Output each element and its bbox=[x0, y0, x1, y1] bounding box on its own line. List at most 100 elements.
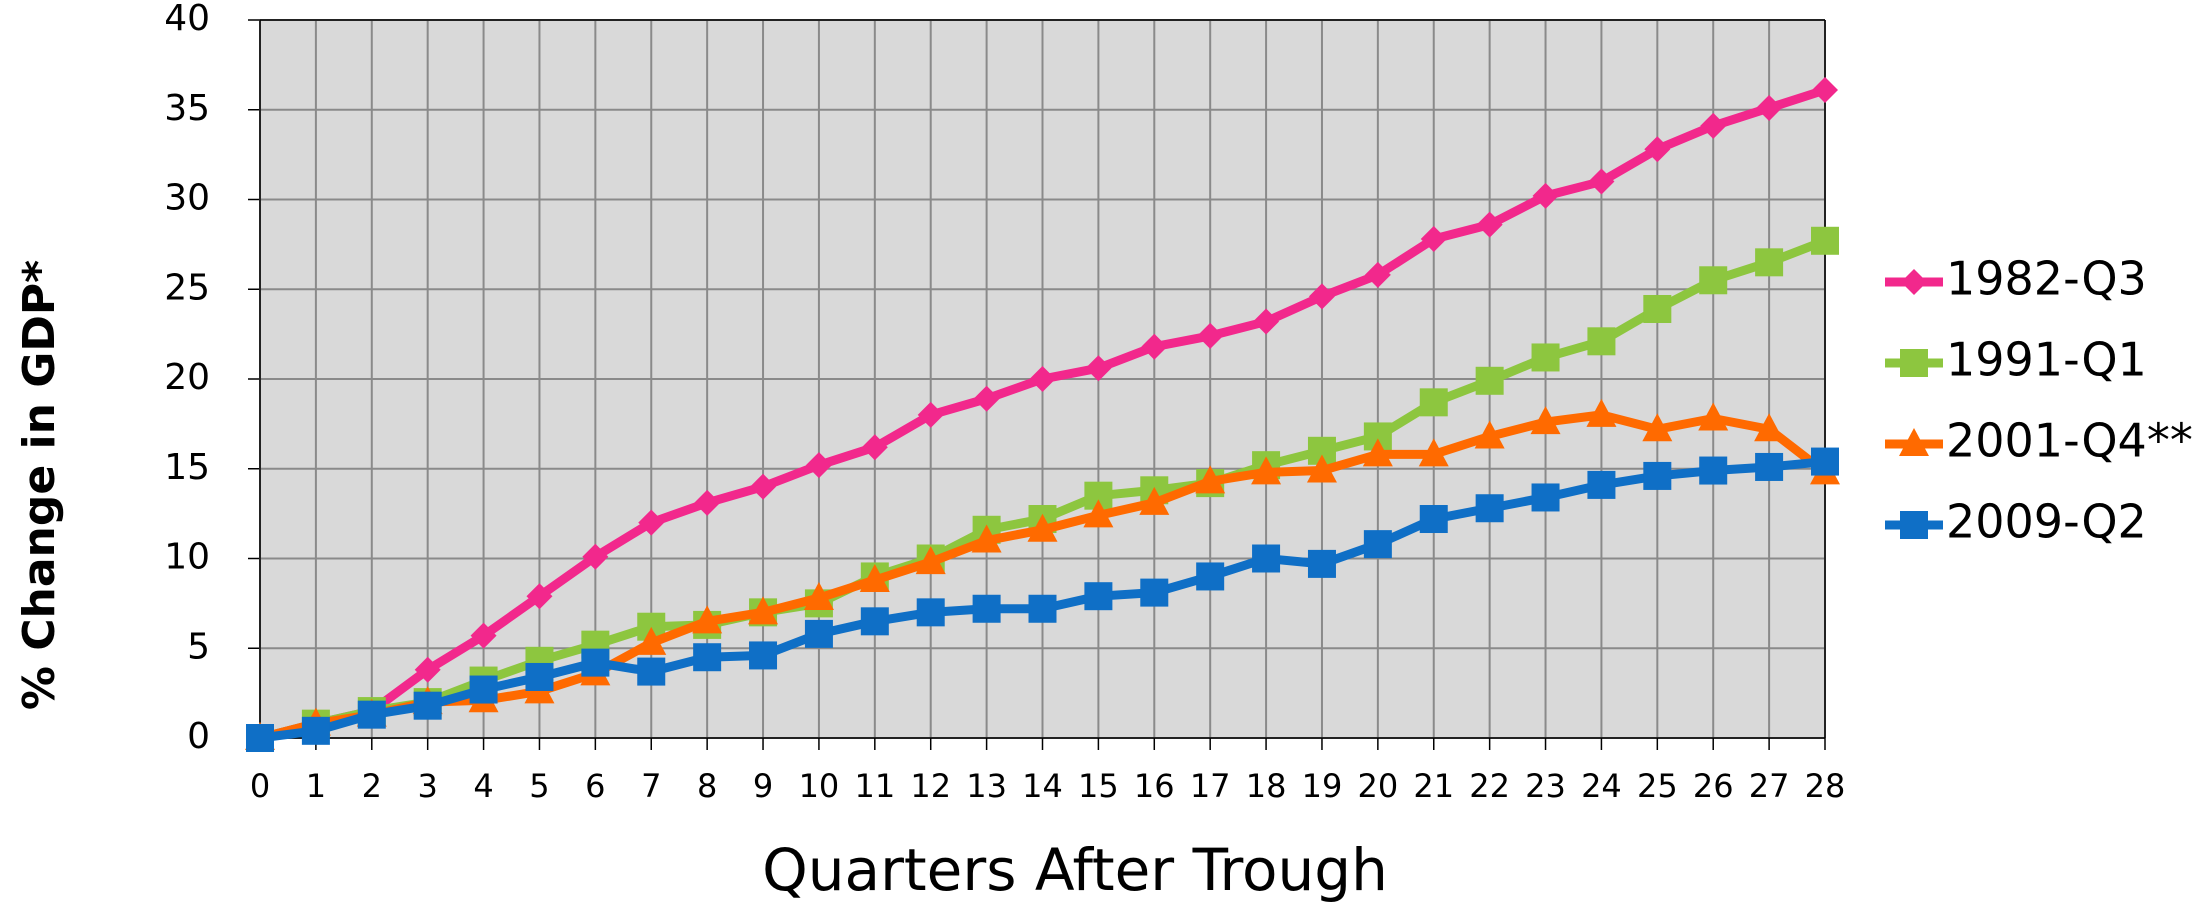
marker bbox=[582, 543, 609, 570]
marker bbox=[1084, 582, 1113, 611]
marker bbox=[1362, 438, 1393, 467]
marker bbox=[413, 691, 442, 720]
marker bbox=[1139, 486, 1170, 515]
y-tick-label: 15 bbox=[164, 447, 210, 488]
marker bbox=[1531, 483, 1560, 512]
marker bbox=[581, 648, 610, 677]
series bbox=[247, 77, 1838, 751]
marker bbox=[1306, 454, 1337, 483]
marker bbox=[1476, 211, 1503, 238]
marker bbox=[861, 434, 888, 461]
marker bbox=[636, 626, 667, 655]
marker bbox=[1754, 413, 1785, 442]
marker bbox=[1643, 294, 1672, 323]
marker bbox=[915, 546, 946, 575]
marker bbox=[1642, 413, 1673, 442]
marker bbox=[1364, 261, 1391, 288]
marker bbox=[1363, 530, 1392, 559]
x-tick-label: 0 bbox=[250, 767, 270, 805]
marker bbox=[1644, 136, 1671, 163]
marker bbox=[1252, 544, 1281, 573]
marker bbox=[470, 622, 497, 649]
marker bbox=[1308, 283, 1335, 310]
marker bbox=[1899, 428, 1929, 456]
x-tick-label: 4 bbox=[473, 767, 493, 805]
x-tick-label: 28 bbox=[1805, 767, 1846, 805]
x-tick-label: 26 bbox=[1693, 767, 1734, 805]
x-tick-label: 19 bbox=[1302, 767, 1343, 805]
marker bbox=[749, 641, 778, 670]
x-tick-label: 9 bbox=[753, 767, 773, 805]
marker bbox=[1811, 447, 1839, 476]
marker bbox=[1900, 349, 1928, 377]
marker bbox=[1140, 578, 1169, 607]
marker bbox=[246, 724, 274, 752]
x-tick-label: 3 bbox=[417, 767, 437, 805]
x-tick-label: 18 bbox=[1246, 767, 1287, 805]
y-tick-label: 40 bbox=[164, 0, 210, 39]
marker bbox=[917, 401, 944, 428]
x-tick-label: 5 bbox=[529, 767, 549, 805]
marker bbox=[1251, 456, 1282, 485]
marker bbox=[1197, 322, 1224, 349]
marker bbox=[1475, 366, 1504, 395]
legend-label: 1991-Q1 bbox=[1946, 333, 2147, 387]
x-tick-label: 25 bbox=[1637, 767, 1678, 805]
x-tick-label: 20 bbox=[1357, 767, 1398, 805]
x-tick-label: 15 bbox=[1078, 767, 1119, 805]
marker bbox=[916, 598, 945, 627]
marker bbox=[1643, 461, 1672, 490]
marker bbox=[1419, 505, 1448, 534]
marker bbox=[1083, 499, 1114, 528]
marker bbox=[692, 605, 723, 634]
marker bbox=[1531, 343, 1560, 372]
x-tick-label: 23 bbox=[1525, 767, 1566, 805]
x-tick-label: 22 bbox=[1469, 767, 1510, 805]
marker bbox=[1588, 168, 1615, 195]
y-tick-label: 10 bbox=[164, 537, 210, 578]
marker bbox=[1419, 388, 1448, 417]
marker bbox=[1253, 308, 1280, 335]
marker bbox=[1901, 269, 1927, 295]
x-tick-label: 1 bbox=[306, 767, 326, 805]
marker bbox=[638, 509, 665, 536]
legend-label: 2009-Q2 bbox=[1946, 495, 2147, 549]
marker bbox=[1755, 452, 1784, 481]
x-tick-label: 21 bbox=[1413, 767, 1454, 805]
marker bbox=[750, 473, 777, 500]
marker bbox=[1698, 402, 1729, 431]
x-tick-label: 16 bbox=[1134, 767, 1175, 805]
marker bbox=[803, 581, 834, 610]
marker bbox=[1532, 182, 1559, 209]
x-tick-label: 7 bbox=[641, 767, 661, 805]
marker bbox=[860, 607, 889, 636]
series bbox=[246, 447, 1839, 752]
x-tick-label: 17 bbox=[1190, 767, 1231, 805]
x-tick-label: 14 bbox=[1022, 767, 1063, 805]
marker bbox=[973, 385, 1000, 412]
legend-label: 2001-Q4** bbox=[1946, 414, 2193, 468]
marker bbox=[1756, 94, 1783, 121]
marker bbox=[859, 564, 890, 593]
marker bbox=[1900, 511, 1928, 539]
marker bbox=[1027, 513, 1058, 542]
marker bbox=[414, 656, 441, 683]
marker bbox=[1700, 112, 1727, 139]
marker bbox=[1475, 494, 1504, 523]
marker bbox=[972, 594, 1001, 623]
marker bbox=[1029, 366, 1056, 392]
marker bbox=[525, 662, 554, 691]
y-tick-label: 25 bbox=[164, 267, 210, 308]
marker bbox=[1418, 438, 1449, 467]
marker bbox=[1420, 225, 1447, 252]
marker bbox=[1699, 456, 1728, 485]
marker bbox=[1811, 226, 1839, 255]
marker bbox=[469, 675, 498, 704]
marker bbox=[357, 700, 386, 729]
y-tick-label: 20 bbox=[164, 357, 210, 398]
marker bbox=[1474, 420, 1505, 449]
marker bbox=[1141, 333, 1168, 360]
marker bbox=[748, 596, 779, 625]
marker bbox=[1085, 355, 1112, 382]
